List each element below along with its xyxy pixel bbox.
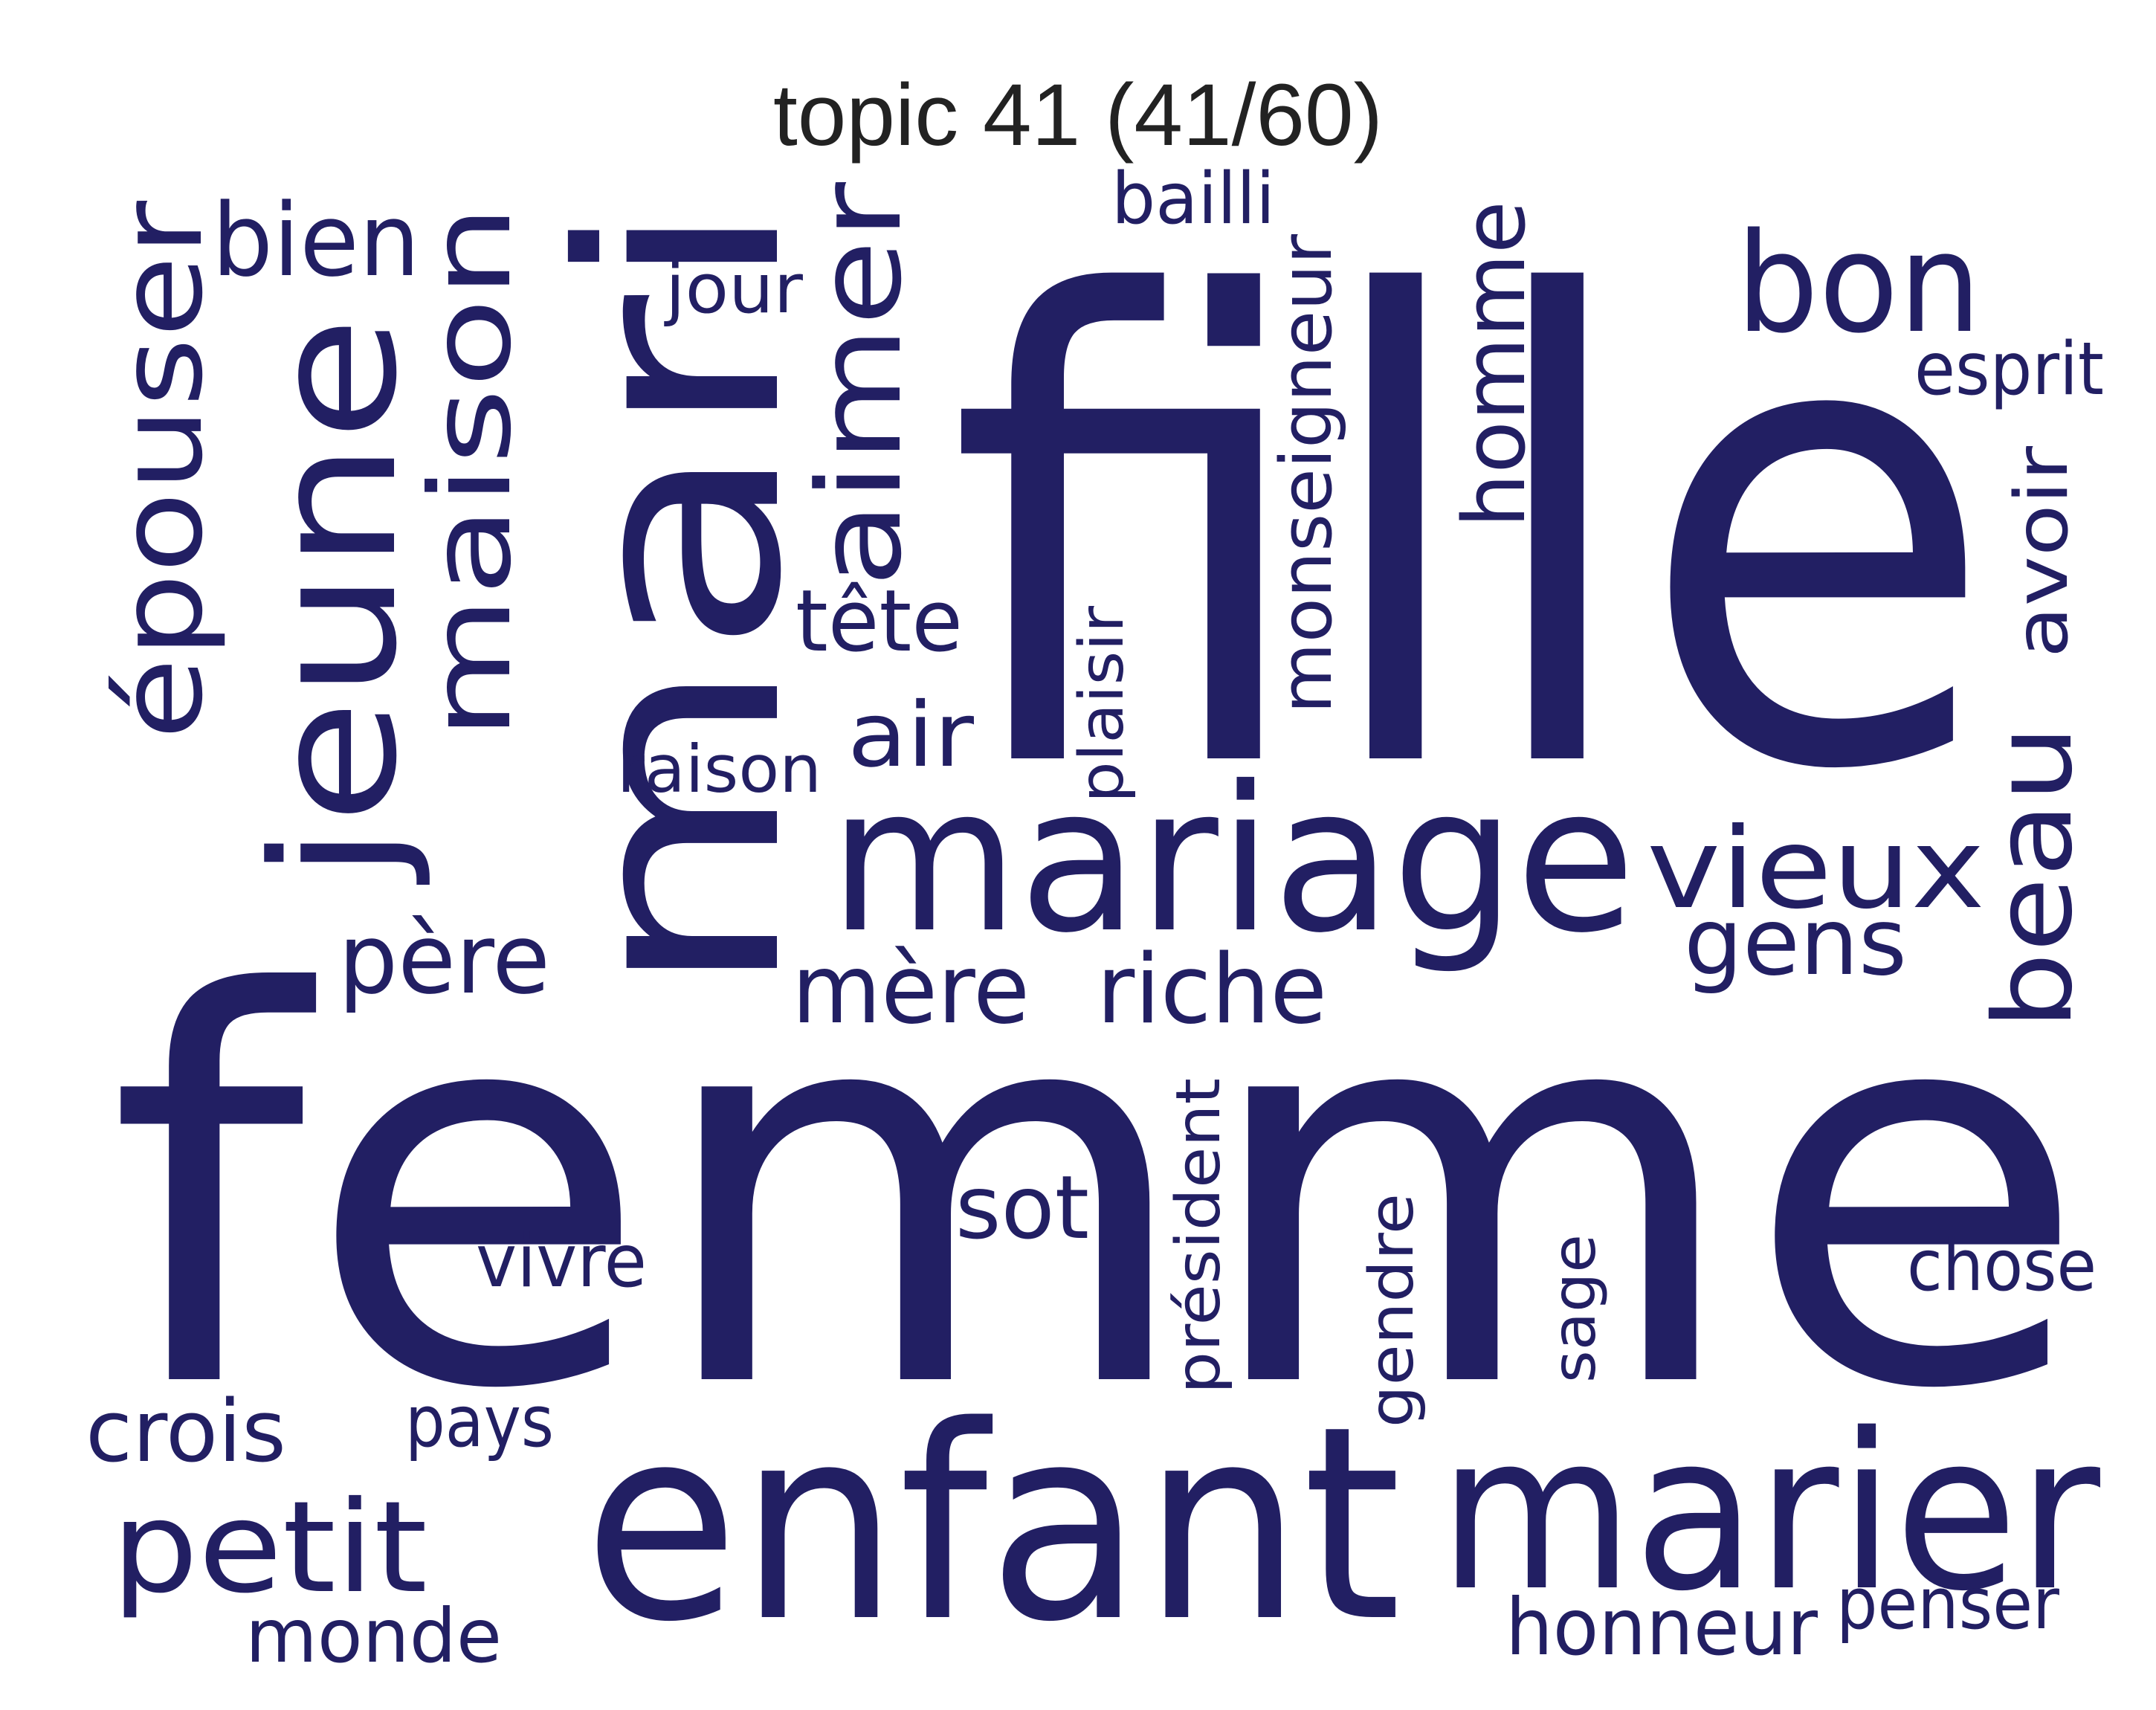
topic-title: topic 41 (41/60)	[773, 66, 1383, 164]
word-avoir: avoir	[2000, 445, 2085, 658]
word-bailli: bailli	[1111, 158, 1275, 240]
word-jeune: jeune	[236, 316, 435, 885]
word-vivre: vivre	[476, 1219, 647, 1304]
word-gendre: gendre	[1357, 1193, 1427, 1427]
word-chose: chose	[1907, 1225, 2097, 1307]
word-maison: maison	[407, 204, 536, 740]
word-riche: riche	[1097, 935, 1327, 1045]
word-epouser: épouser	[94, 201, 228, 740]
word-honneur: honneur	[1505, 1582, 1818, 1673]
word-monde: monde	[245, 1593, 502, 1680]
word-vieux: vieux	[1647, 804, 1985, 934]
word-mariage: mariage	[829, 743, 1636, 977]
word-tete: tête	[795, 572, 963, 671]
word-president: président	[1163, 1078, 1234, 1394]
word-pere: père	[338, 903, 550, 1016]
word-monseigneur: monseigneur	[1266, 233, 1348, 714]
word-marier: marier	[1439, 1388, 2102, 1639]
word-mari: mari	[523, 197, 842, 1000]
word-sot: sot	[955, 1156, 1089, 1259]
word-mere: mère	[792, 935, 1030, 1045]
word-aimer: aimer	[793, 182, 927, 587]
word-penser: penser	[1836, 1564, 2060, 1645]
word-femme: femme	[108, 883, 2089, 1506]
word-crois: crois	[85, 1382, 286, 1482]
word-beau: beau	[1971, 725, 2097, 1030]
word-fille: fille	[948, 165, 1996, 909]
word-esprit: esprit	[1914, 327, 2104, 412]
word-homme: homme	[1445, 201, 1545, 528]
word-jour: jour	[664, 249, 803, 329]
word-bien: bien	[212, 182, 420, 299]
word-petit: petit	[112, 1474, 427, 1622]
word-pays: pays	[405, 1381, 554, 1463]
word-air: air	[848, 684, 975, 787]
word-enfant: enfant	[584, 1369, 1401, 1680]
word-plaisir: plaisir	[1067, 606, 1137, 803]
word-sage: sage	[1540, 1234, 1609, 1383]
word-raison: raison	[617, 731, 822, 807]
word-gens: gens	[1684, 888, 1907, 996]
word-bon: bon	[1736, 203, 1981, 364]
